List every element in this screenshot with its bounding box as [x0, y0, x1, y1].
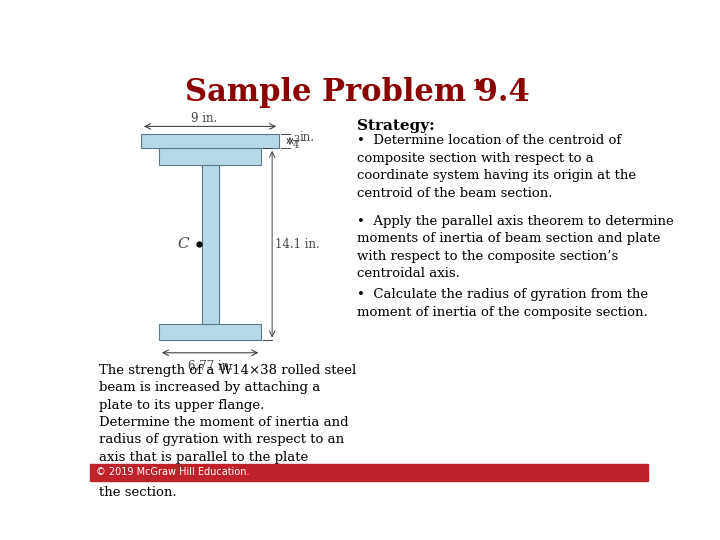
Text: •  Apply the parallel axis theorem to determine
moments of inertia of beam secti: • Apply the parallel axis theorem to det…: [357, 215, 674, 280]
Text: 1: 1: [472, 79, 482, 93]
Text: •  Determine location of the centroid of
composite section with respect to a
coo: • Determine location of the centroid of …: [357, 134, 636, 200]
Text: Determine the moment of inertia and
radius of gyration with respect to an
axis t: Determine the moment of inertia and radi…: [99, 416, 349, 499]
Text: Sample Problem 9.4: Sample Problem 9.4: [185, 77, 530, 108]
Bar: [90, 464, 648, 481]
Text: 9 in.: 9 in.: [191, 112, 217, 125]
Text: 3: 3: [293, 135, 300, 144]
Bar: [159, 148, 261, 165]
Bar: [202, 165, 219, 323]
Text: 4: 4: [293, 141, 300, 150]
Text: in.: in.: [300, 131, 315, 145]
Bar: [141, 134, 279, 148]
Text: C: C: [178, 237, 189, 251]
Text: Strategy:: Strategy:: [357, 119, 435, 133]
Text: 6.77 in.: 6.77 in.: [188, 360, 233, 373]
Text: The strength of a W14×38 rolled steel
beam is increased by attaching a
plate to : The strength of a W14×38 rolled steel be…: [99, 363, 356, 411]
Bar: [159, 323, 261, 340]
Text: •  Calculate the radius of gyration from the
moment of inertia of the composite : • Calculate the radius of gyration from …: [357, 288, 649, 319]
Text: © 2019 McGraw Hill Education.: © 2019 McGraw Hill Education.: [96, 467, 250, 477]
Text: 14.1 in.: 14.1 in.: [275, 238, 320, 251]
